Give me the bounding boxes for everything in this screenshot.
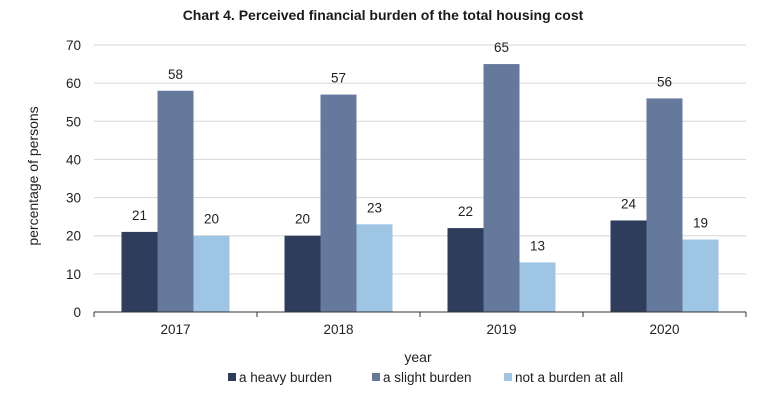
y-tick-label: 70: [66, 38, 81, 53]
bar: [320, 94, 357, 312]
x-axis-label: year: [404, 349, 432, 365]
y-tick-label: 40: [66, 152, 81, 167]
data-labels: 21 58 20 20 57 23 22 65 13 24 56 19: [132, 40, 708, 253]
bar: [284, 235, 321, 312]
legend-swatch: [228, 373, 236, 381]
y-tick-labels: 0 10 20 30 40 50 60 70: [66, 38, 81, 320]
bar: [682, 239, 719, 312]
bar: [157, 90, 194, 313]
bar: [356, 224, 393, 312]
legend-label: not a burden at all: [515, 370, 623, 385]
x-tick-labels: 2017 2018 2019 2020: [160, 322, 679, 337]
data-label: 23: [367, 200, 382, 215]
data-label: 13: [530, 238, 545, 253]
legend: a heavy burden a slight burden not a burde…: [228, 370, 623, 385]
data-label: 21: [132, 208, 147, 223]
bar: [121, 231, 158, 312]
bar: [447, 228, 484, 312]
legend-label: a heavy burden: [239, 370, 332, 385]
data-label: 58: [168, 67, 183, 82]
y-tick-label: 60: [66, 76, 81, 91]
bar: [193, 235, 230, 312]
bar: [483, 64, 520, 312]
chart-title: Chart 4. Perceived financial burden of t…: [183, 7, 584, 23]
bar: [646, 98, 683, 313]
legend-swatch: [504, 373, 512, 381]
legend-label: a slight burden: [383, 370, 472, 385]
data-label: 57: [331, 71, 346, 86]
bar: [519, 262, 556, 312]
y-tick-label: 0: [73, 305, 81, 320]
y-tick-label: 30: [66, 191, 81, 206]
data-label: 20: [204, 212, 219, 227]
bars: [121, 64, 719, 313]
y-axis-label: percentage of persons: [25, 106, 41, 245]
data-label: 20: [295, 212, 310, 227]
x-tick-label: 2017: [160, 322, 190, 337]
y-tick-label: 50: [66, 114, 81, 129]
bar: [610, 220, 647, 312]
data-label: 65: [494, 40, 509, 55]
x-tick-label: 2018: [323, 322, 353, 337]
y-tick-label: 10: [66, 267, 81, 282]
legend-swatch: [372, 373, 380, 381]
data-label: 56: [657, 74, 672, 89]
x-tick-label: 2019: [486, 322, 516, 337]
data-label: 22: [458, 204, 473, 219]
data-label: 19: [693, 216, 708, 231]
y-tick-label: 20: [66, 229, 81, 244]
data-label: 24: [621, 196, 637, 211]
x-tick-label: 2020: [649, 322, 679, 337]
